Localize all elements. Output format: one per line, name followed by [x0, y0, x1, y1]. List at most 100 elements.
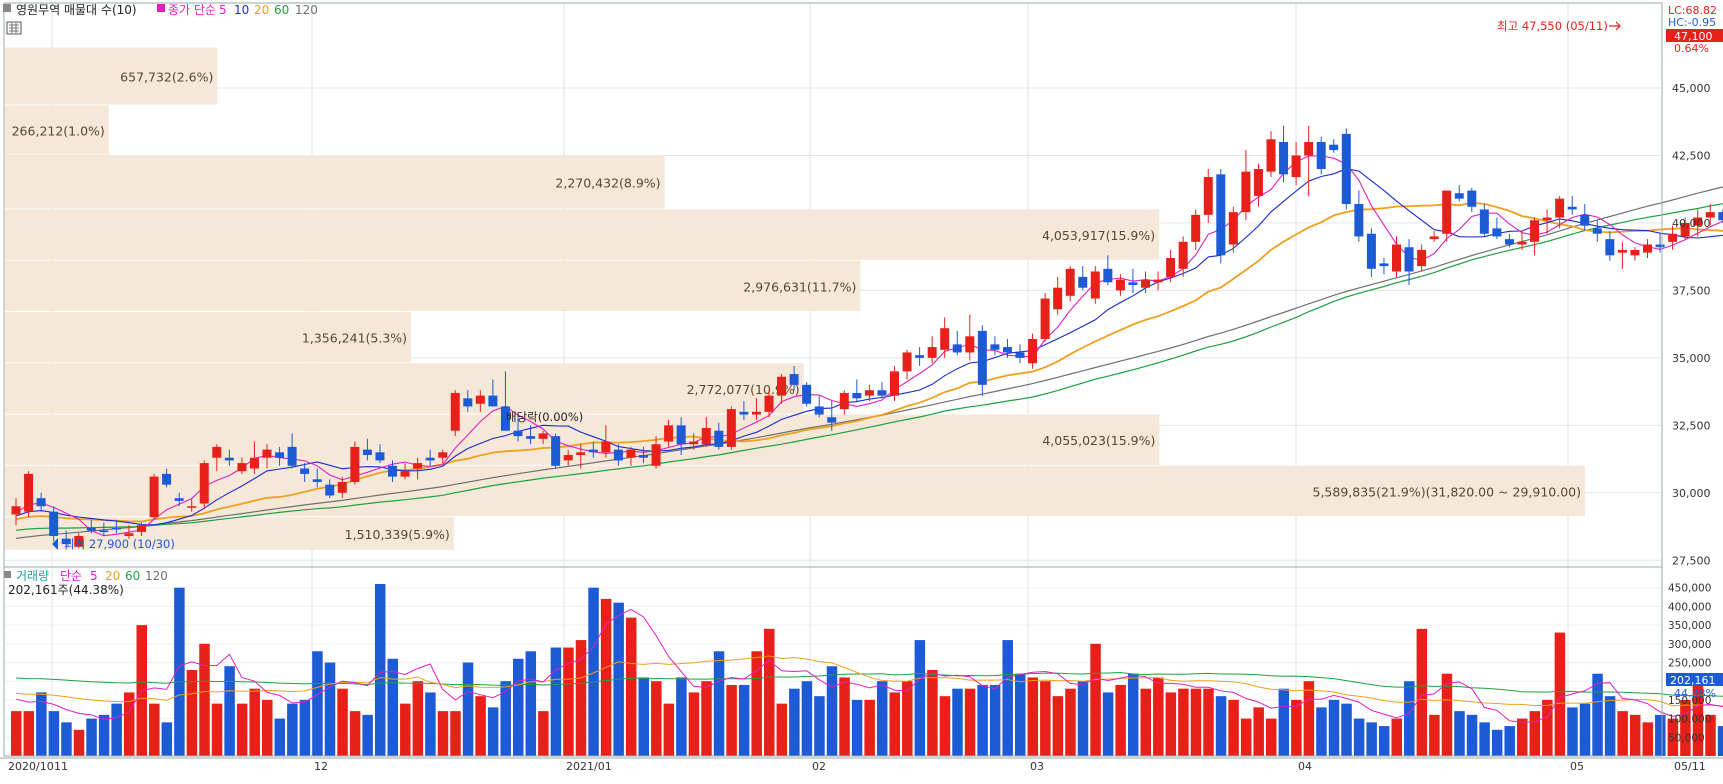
volume-bar[interactable] — [199, 643, 210, 756]
volume-bar[interactable] — [362, 714, 373, 756]
candle-body[interactable] — [1542, 217, 1552, 221]
volume-bar[interactable] — [989, 684, 1001, 756]
candle-body[interactable] — [149, 476, 159, 518]
candle-body[interactable] — [576, 452, 586, 456]
candle-body[interactable] — [1680, 222, 1690, 237]
candle-body[interactable] — [137, 525, 146, 532]
volume-bar[interactable] — [1052, 696, 1064, 756]
volume-bar[interactable] — [1341, 703, 1352, 756]
candle-body[interactable] — [664, 425, 674, 442]
volume-bar[interactable] — [876, 681, 888, 756]
candle-body[interactable] — [1253, 168, 1263, 196]
candle-body[interactable] — [1555, 198, 1565, 218]
volume-bar[interactable] — [1479, 722, 1490, 756]
candle-body[interactable] — [1655, 244, 1665, 248]
candle-body[interactable] — [1228, 212, 1238, 245]
candle-body[interactable] — [689, 441, 699, 445]
candle-body[interactable] — [814, 406, 824, 415]
candles[interactable] — [11, 19, 1723, 550]
volume-bar[interactable] — [73, 729, 85, 756]
candle-body[interactable] — [1191, 214, 1201, 242]
candle-body[interactable] — [701, 428, 711, 445]
volume-bar[interactable] — [1027, 677, 1039, 756]
volume-bar[interactable] — [1617, 711, 1628, 756]
volume-bar[interactable] — [1291, 699, 1302, 756]
volume-bar[interactable] — [1203, 688, 1214, 756]
candle-body[interactable] — [1479, 209, 1489, 234]
candle-body[interactable] — [1442, 190, 1452, 234]
candle-body[interactable] — [475, 395, 485, 404]
candle-body[interactable] — [1417, 249, 1427, 267]
candle-body[interactable] — [777, 376, 787, 396]
volume-bar[interactable] — [1567, 707, 1578, 756]
candle-body[interactable] — [1693, 217, 1703, 226]
candle-body[interactable] — [965, 336, 975, 353]
volume-bar[interactable] — [186, 669, 198, 756]
candle-body[interactable] — [588, 449, 598, 453]
candle-body[interactable] — [237, 463, 247, 472]
volume-bar[interactable] — [1228, 699, 1239, 756]
candle-body[interactable] — [1467, 190, 1477, 207]
candle-body[interactable] — [676, 425, 686, 445]
volume-bar[interactable] — [450, 711, 461, 756]
volume-bar[interactable] — [1655, 714, 1666, 756]
volume-bar[interactable] — [1504, 726, 1515, 756]
candle-body[interactable] — [551, 436, 561, 466]
volume-bar[interactable] — [287, 703, 298, 756]
candle-body[interactable] — [1316, 141, 1326, 169]
volume-bar[interactable] — [98, 714, 110, 756]
candle-body[interactable] — [61, 538, 71, 545]
volume-bar[interactable] — [61, 722, 72, 756]
candle-body[interactable] — [1015, 352, 1025, 358]
volume-bar[interactable] — [1240, 718, 1252, 756]
volume-bar[interactable] — [851, 699, 863, 756]
volume-bar[interactable] — [814, 696, 825, 756]
volume-bar[interactable] — [299, 699, 311, 756]
candle-body[interactable] — [1241, 171, 1251, 213]
volume-bar[interactable] — [1353, 718, 1365, 756]
volume-bar[interactable] — [400, 703, 411, 756]
candle-body[interactable] — [1429, 236, 1439, 240]
volume-bar[interactable] — [487, 707, 499, 756]
volume-bar[interactable] — [1178, 688, 1189, 756]
volume-bar[interactable] — [600, 598, 612, 756]
volume-bar[interactable] — [462, 662, 474, 757]
volume-bar[interactable] — [588, 587, 599, 756]
candle-body[interactable] — [526, 436, 536, 439]
candle-body[interactable] — [287, 446, 297, 466]
candle-body[interactable] — [1178, 241, 1188, 269]
volume-bar[interactable] — [1491, 729, 1503, 756]
candle-body[interactable] — [513, 430, 523, 437]
volume-bar[interactable] — [1592, 673, 1603, 756]
candle-body[interactable] — [400, 471, 410, 477]
volume-bar[interactable] — [789, 688, 800, 756]
candle-body[interactable] — [952, 344, 962, 353]
volume-bar[interactable] — [638, 677, 650, 756]
volume-bar[interactable] — [964, 688, 976, 756]
volume-bar[interactable] — [374, 583, 386, 756]
volume-bar[interactable] — [701, 681, 712, 756]
volume-bar[interactable] — [236, 703, 248, 756]
volume-bar[interactable] — [713, 651, 725, 756]
volume-bar[interactable] — [939, 696, 951, 756]
volume-bar[interactable] — [764, 628, 775, 756]
volume-bar[interactable] — [437, 711, 449, 756]
candle-body[interactable] — [124, 533, 134, 536]
candle-body[interactable] — [488, 395, 498, 407]
candle-body[interactable] — [1065, 268, 1075, 296]
candle-body[interactable] — [450, 392, 460, 431]
candle-body[interactable] — [802, 384, 812, 404]
volume-bar[interactable] — [324, 662, 336, 757]
volume-bar[interactable] — [738, 684, 750, 756]
candle-body[interactable] — [111, 527, 121, 530]
candle-body[interactable] — [325, 484, 335, 496]
candle-body[interactable] — [312, 479, 322, 482]
candle-body[interactable] — [1366, 233, 1376, 269]
volume-bar[interactable] — [1717, 726, 1723, 756]
candle-body[interactable] — [1115, 279, 1125, 291]
volume-bar[interactable] — [625, 617, 637, 756]
candle-body[interactable] — [11, 506, 21, 515]
candle-body[interactable] — [49, 511, 59, 536]
volume-bar[interactable] — [1680, 699, 1691, 756]
volume-bar[interactable] — [475, 696, 486, 756]
